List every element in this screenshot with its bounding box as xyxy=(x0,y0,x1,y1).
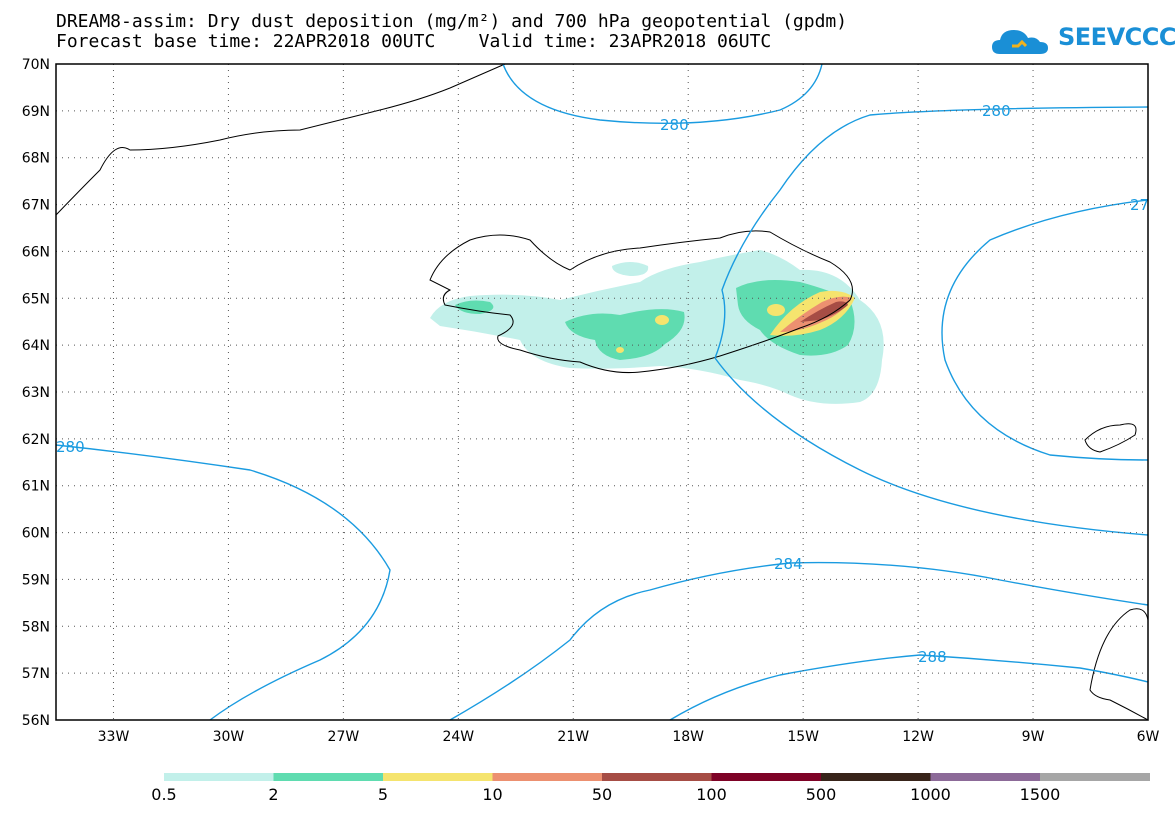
lon-tick-label: 33W xyxy=(98,729,130,745)
gridlines xyxy=(56,64,1148,720)
lon-tick-label: 9W xyxy=(1022,729,1045,745)
colorbar-label: 2 xyxy=(268,785,279,804)
contour-label: 280 xyxy=(660,116,689,134)
lat-tick-label: 61N xyxy=(22,479,50,495)
colorbar-swatch xyxy=(492,773,603,781)
colorbar-label: 5 xyxy=(377,785,389,804)
lon-tick-label: 12W xyxy=(902,729,934,745)
map-frame xyxy=(55,63,1149,721)
cloud-logo-icon xyxy=(992,30,1048,54)
lat-tick-label: 66N xyxy=(22,244,50,260)
lat-tick-label: 64N xyxy=(22,338,50,354)
contour-label: 280 xyxy=(56,438,85,456)
lon-tick-label: 24W xyxy=(442,729,474,745)
lat-tick-label: 62N xyxy=(22,432,50,448)
colorbar-swatch xyxy=(821,773,931,781)
lat-tick-label: 69N xyxy=(22,104,50,120)
lat-tick-label: 59N xyxy=(22,572,50,588)
colorbar-label: 100 xyxy=(696,785,727,804)
colorbar-label: 500 xyxy=(805,785,837,804)
contour-labels: 280 280 280 27 284 288 xyxy=(56,102,1149,666)
lon-tick-label: 30W xyxy=(213,729,245,745)
map-title-line1: DREAM8-assim: Dry dust deposition (mg/m²… xyxy=(56,11,848,32)
longitude-labels: 33W 30W 27W 24W 21W 18W 15W 12W 9W 6W xyxy=(98,729,1160,745)
lat-tick-label: 65N xyxy=(22,291,50,307)
lat-tick-label: 63N xyxy=(22,385,50,401)
colorbar-swatch xyxy=(164,773,274,781)
colorbar-label: 50 xyxy=(591,785,613,804)
colorbar-label: 1500 xyxy=(1019,785,1061,804)
contour-label: 284 xyxy=(774,555,803,573)
lon-tick-label: 18W xyxy=(672,729,704,745)
colorbar-swatch xyxy=(602,773,712,781)
lat-tick-label: 68N xyxy=(22,151,50,167)
colorbar-swatch xyxy=(383,773,493,781)
lat-tick-label: 58N xyxy=(22,619,50,635)
lon-tick-label: 15W xyxy=(787,729,819,745)
colorbar xyxy=(164,773,1150,781)
colorbar-label: 0.5 xyxy=(151,785,177,804)
latitude-labels: 70N 69N 68N 67N 66N 65N 64N 63N 62N 61N 60N 59N 58N 5… xyxy=(22,57,50,729)
lat-tick-label: 57N xyxy=(22,666,50,682)
lat-tick-label: 56N xyxy=(22,713,50,729)
colorbar-swatch xyxy=(930,773,1041,781)
colorbar-swatch xyxy=(711,773,822,781)
logo-text: SEEVCCC xyxy=(1058,23,1175,51)
colorbar-label: 10 xyxy=(482,785,503,804)
lat-tick-label: 70N xyxy=(22,57,50,73)
colorbar-swatch xyxy=(273,773,384,781)
map-title-line2: Forecast base time: 22APR2018 00UTC Vali… xyxy=(56,31,772,52)
lat-tick-label: 60N xyxy=(22,526,50,542)
contour-label: 280 xyxy=(982,102,1011,120)
lon-tick-label: 21W xyxy=(557,729,589,745)
colorbar-swatch xyxy=(1040,773,1150,781)
colorbar-label: 1000 xyxy=(910,785,951,804)
dust-deposition-shading xyxy=(430,250,884,404)
lat-tick-label: 67N xyxy=(22,198,50,214)
contour-label: 288 xyxy=(918,648,947,666)
lon-tick-label: 27W xyxy=(328,729,360,745)
coastlines xyxy=(55,63,1149,721)
lon-tick-label: 6W xyxy=(1137,729,1160,745)
geopotential-contours xyxy=(55,63,1149,721)
contour-label: 27 xyxy=(1130,196,1149,214)
